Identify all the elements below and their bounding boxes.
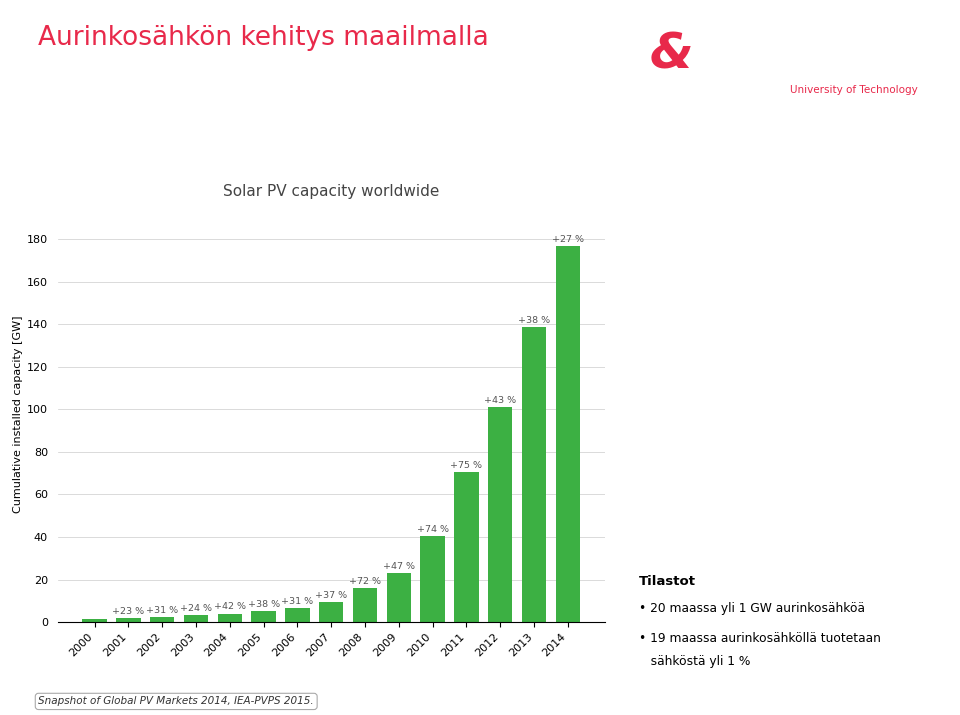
Text: x. Suomi, 0,02 GW: x. Suomi, 0,02 GW [642, 393, 756, 406]
Text: +31 %: +31 % [146, 606, 179, 615]
Text: &: & [649, 31, 693, 79]
Text: 1. Saksa, 38,2 GW: 1. Saksa, 38,2 GW [642, 314, 755, 327]
Bar [353, 588, 377, 622]
Text: 1. Kiina, +10,6 GW: 1. Kiina, +10,6 GW [642, 179, 757, 192]
Text: +75 %: +75 % [450, 461, 482, 470]
Text: x. Suomi, 0,02 %: x. Suomi, 0,02 % [642, 538, 746, 551]
Bar [83, 619, 107, 622]
Bar [522, 327, 546, 622]
Text: 3. Saksa, 7,0 %: 3. Saksa, 7,0 % [642, 512, 736, 525]
Bar [488, 408, 513, 622]
Text: +37 %: +37 % [315, 591, 348, 600]
Text: Aurinkosähkön kehitys maailmalla: Aurinkosähkön kehitys maailmalla [38, 25, 490, 51]
Bar [319, 602, 344, 622]
Text: Kattavuus, 2014: Kattavuus, 2014 [642, 433, 765, 445]
Text: 1. Italia, 7,9 %: 1. Italia, 7,9 % [642, 459, 731, 472]
Text: Open your mind. LUT.: Open your mind. LUT. [723, 39, 890, 53]
Text: x. Suomi, 0,01 GW: x. Suomi, 0,01 GW [642, 250, 756, 262]
Text: • 19 maassa aurinkosähköllä tuotetaan: • 19 maassa aurinkosähköllä tuotetaan [638, 632, 880, 646]
Text: +72 %: +72 % [349, 577, 381, 586]
Text: Kapasiteetti, 2014: Kapasiteetti, 2014 [642, 287, 780, 300]
Text: Lappeenranta: Lappeenranta [723, 85, 799, 95]
Text: Kehitys, 2014: Kehitys, 2014 [642, 155, 744, 168]
Text: 2. Kreikka, 7,6 %: 2. Kreikka, 7,6 % [642, 485, 745, 498]
Text: +74 %: +74 % [417, 526, 448, 534]
Text: 3. Japani, 23,3 GW: 3. Japani, 23,3 GW [642, 367, 756, 380]
Text: +24 %: +24 % [180, 604, 212, 613]
Text: 2. Kiina, 28,1 GW: 2. Kiina, 28,1 GW [642, 340, 748, 353]
Text: +42 %: +42 % [214, 603, 246, 611]
Bar [252, 611, 276, 622]
Bar [184, 616, 208, 622]
Text: +43 %: +43 % [484, 396, 516, 405]
Bar [150, 617, 175, 622]
Text: +38 %: +38 % [517, 315, 550, 325]
Bar [218, 613, 242, 622]
Text: Snapshot of Global PV Markets 2014, IEA-PVPS 2015.: Snapshot of Global PV Markets 2014, IEA-… [38, 696, 314, 706]
Text: 3. USA, +6,2 GW: 3. USA, +6,2 GW [642, 226, 745, 239]
Bar [454, 472, 478, 622]
Text: +27 %: +27 % [552, 235, 584, 244]
Title: Solar PV capacity worldwide: Solar PV capacity worldwide [223, 184, 440, 199]
Y-axis label: Cumulative installed capacity [GW]: Cumulative installed capacity [GW] [12, 316, 23, 513]
Text: 2. Japani, +9,7 GW: 2. Japani, +9,7 GW [642, 202, 757, 215]
Text: sähköstä yli 1 %: sähköstä yli 1 % [638, 655, 750, 669]
Text: +31 %: +31 % [281, 597, 314, 606]
Text: +47 %: +47 % [383, 561, 415, 571]
Bar [285, 608, 309, 622]
Text: Tilastot: Tilastot [638, 575, 696, 588]
Bar [420, 536, 444, 622]
Text: • 20 maassa yli 1 GW aurinkosähköä: • 20 maassa yli 1 GW aurinkosähköä [638, 602, 865, 616]
Bar [116, 618, 140, 622]
Text: University of Technology: University of Technology [790, 85, 918, 95]
Bar [387, 573, 411, 622]
Bar [556, 246, 580, 622]
Text: +23 %: +23 % [112, 607, 145, 616]
Text: +38 %: +38 % [248, 600, 279, 609]
